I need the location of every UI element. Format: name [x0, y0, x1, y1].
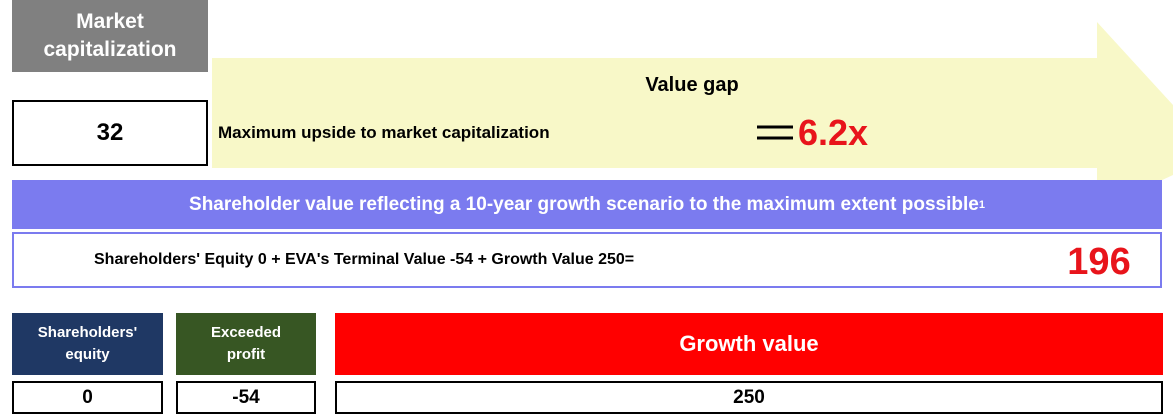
value-gap-arrow: [212, 22, 1173, 210]
market-cap-value: 32: [12, 100, 208, 166]
market-cap-label: Market capitalization: [12, 0, 208, 72]
component-value: 250: [335, 381, 1163, 414]
shareholder-value-title: Shareholder value reflecting a 10-year g…: [189, 193, 979, 215]
upside-multiple: 6.2x: [798, 112, 869, 153]
equation: Shareholders' Equity 0 + EVA's Terminal …: [94, 251, 635, 268]
total-value: 196: [1067, 240, 1131, 283]
component-label: Exceeded profit: [176, 313, 316, 375]
value-gap-title: Value gap: [645, 73, 739, 96]
footnote-marker: 1: [978, 198, 985, 211]
shareholder-value-bar: Shareholder value reflecting a 10-year g…: [12, 180, 1162, 229]
component-value: 0: [12, 381, 163, 414]
equation-box: Shareholders' Equity 0 + EVA's Terminal …: [12, 232, 1162, 288]
component-value: -54: [176, 381, 316, 414]
component-label: Shareholders' equity: [12, 313, 163, 375]
component-label: Growth value: [335, 313, 1163, 375]
upside-label: Maximum upside to market capitalization: [218, 123, 550, 142]
